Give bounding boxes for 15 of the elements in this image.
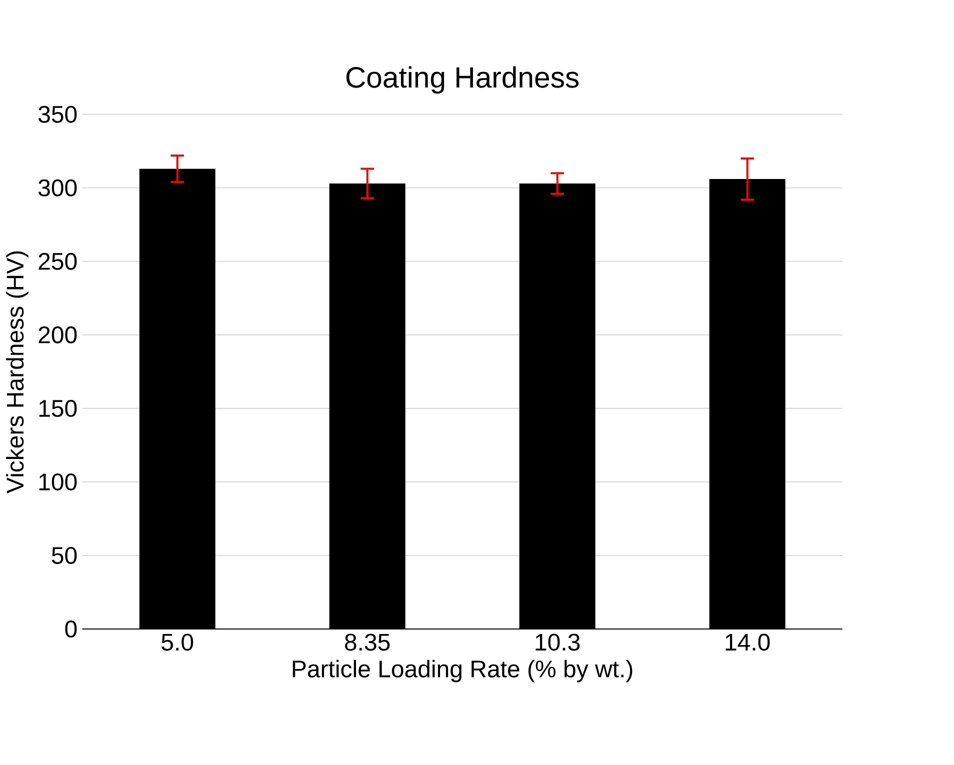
- x-tick-label: 8.35: [345, 634, 390, 651]
- x-tick-label: 14.0: [726, 634, 770, 651]
- y-tick-label: 350: [38, 106, 77, 123]
- x-tick-label: 10.3: [536, 634, 580, 651]
- y-tick-label: 300: [38, 179, 77, 196]
- y-tick-label: 250: [38, 252, 77, 270]
- x-axis-title: Particle Loading Rate (% by wt.): [292, 660, 632, 682]
- x-tick-label: 5.0: [162, 634, 194, 651]
- y-tick-label: 100: [39, 473, 77, 490]
- y-axis-title: Vickers Hardness (HV): [6, 251, 28, 494]
- y-tick-label: 150: [39, 400, 77, 417]
- y-tick-label: 50: [52, 546, 77, 564]
- chart-title: Coating Hardness: [346, 66, 579, 94]
- y-tick-label: 0: [65, 620, 77, 638]
- y-tick-label: 200: [38, 326, 77, 344]
